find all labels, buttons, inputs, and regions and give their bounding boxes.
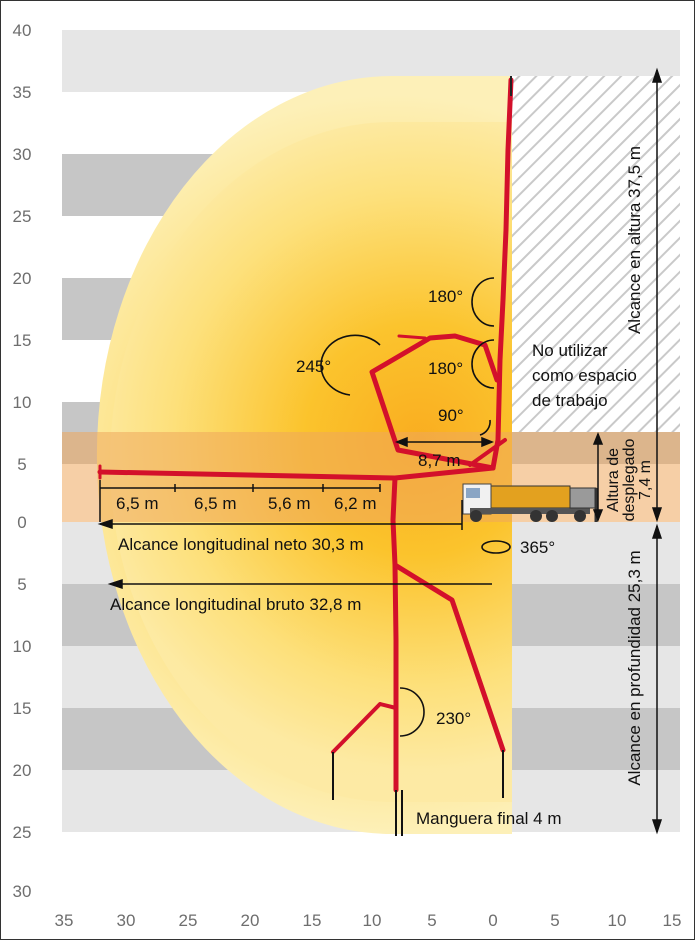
x-tick: 30	[117, 911, 136, 930]
y-tick: 35	[13, 83, 32, 102]
no-work-line-2: como espacio	[532, 366, 637, 385]
y-tick: 25	[13, 207, 32, 226]
y-tick: 30	[13, 145, 32, 164]
y-tick: 10	[13, 637, 32, 656]
y-tick: 15	[13, 331, 32, 350]
rotation-365: 365°	[520, 538, 555, 557]
x-tick: 20	[241, 911, 260, 930]
y-tick: 5	[17, 455, 26, 474]
y-axis-ticks: 40 35 30 25 20 15 10 5 0 5 10 15 20 25 3…	[13, 21, 32, 901]
y-tick: 0	[17, 513, 26, 532]
segment-4: 6,2 m	[334, 494, 377, 513]
unfold-label-2: desplegado	[621, 439, 638, 522]
y-tick: 20	[13, 761, 32, 780]
height-reach-label: Alcance en altura 37,5 m	[625, 146, 644, 334]
distance-8-7: 8,7 m	[418, 451, 461, 470]
angle-180-mid: 180°	[428, 359, 463, 378]
unfold-label-1: Altura de	[605, 448, 622, 512]
hose-length: Manguera final 4 m	[416, 809, 562, 828]
y-tick: 25	[13, 823, 32, 842]
x-tick: 0	[488, 911, 497, 930]
x-axis-ticks: 35 30 25 20 15 10 5 0 5 10 15	[55, 911, 682, 930]
angle-90: 90°	[438, 406, 464, 425]
angle-230: 230°	[436, 709, 471, 728]
no-work-line-3: de trabajo	[532, 391, 608, 410]
x-tick: 10	[363, 911, 382, 930]
x-tick: 15	[303, 911, 322, 930]
segment-2: 6,5 m	[194, 494, 237, 513]
unfold-label-3: 7,4 m	[637, 460, 654, 500]
x-tick: 35	[55, 911, 74, 930]
reach-net: Alcance longitudinal neto 30,3 m	[118, 535, 364, 554]
y-tick: 40	[13, 21, 32, 40]
y-tick: 30	[13, 882, 32, 901]
angle-245: 245°	[296, 357, 331, 376]
y-tick: 15	[13, 699, 32, 718]
y-tick: 20	[13, 269, 32, 288]
reach-gross: Alcance longitudinal bruto 32,8 m	[110, 595, 361, 614]
x-tick: 15	[663, 911, 682, 930]
x-tick: 10	[608, 911, 627, 930]
segment-1: 6,5 m	[116, 494, 159, 513]
no-work-line-1: No utilizar	[532, 341, 608, 360]
x-tick: 5	[550, 911, 559, 930]
segment-3: 5,6 m	[268, 494, 311, 513]
depth-reach-label: Alcance en profundidad 25,3 m	[625, 550, 644, 785]
y-tick: 5	[17, 575, 26, 594]
angle-180-top: 180°	[428, 287, 463, 306]
x-tick: 25	[179, 911, 198, 930]
x-tick: 5	[427, 911, 436, 930]
y-tick: 10	[13, 393, 32, 412]
